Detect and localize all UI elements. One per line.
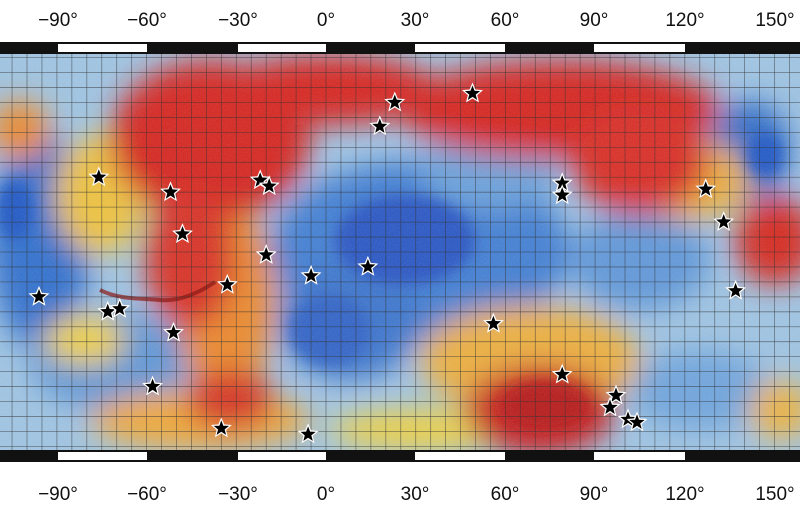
star-icon (91, 169, 107, 184)
star-icon (165, 324, 182, 340)
star-icon (258, 247, 274, 262)
top-label-lon-0: 0° (317, 10, 335, 31)
top-label-lon-minus-60: −60° (127, 10, 167, 31)
top-label-lon-150: 150° (755, 10, 794, 31)
star-icon (554, 366, 570, 382)
star-icon (464, 85, 481, 100)
top-label-lon-60: 60° (491, 10, 520, 31)
top-scale-bar (0, 42, 800, 54)
star-icon (387, 94, 403, 109)
star-icon (213, 420, 229, 435)
bottom-label-lon-30: 30° (401, 484, 430, 505)
star-icon (485, 315, 501, 331)
star-icon (261, 178, 277, 193)
bottom-label-lon-150: 150° (755, 484, 794, 505)
star-icon (629, 414, 645, 429)
bottom-label-lon-120: 120° (665, 484, 704, 505)
top-label-lon-90: 90° (580, 10, 609, 31)
star-icon (162, 184, 179, 199)
bottom-scale-bar (0, 450, 800, 462)
star-icon (300, 426, 316, 441)
bottom-label-lon-minus-30: −30° (218, 484, 258, 505)
bottom-longitude-labels: −90° −60° −30° 0° 30° 60° 90° 120° 150° (38, 484, 795, 505)
star-icon (716, 214, 732, 229)
star-icon (100, 303, 116, 319)
top-label-lon-minus-30: −30° (218, 10, 258, 31)
bottom-label-lon-60: 60° (491, 484, 520, 505)
top-label-lon-minus-90: −90° (38, 10, 78, 31)
star-icon (372, 118, 388, 133)
star-icon (602, 399, 618, 414)
star-icon (31, 288, 47, 304)
star-icon (145, 378, 161, 393)
star-icon (112, 300, 128, 316)
top-longitude-labels: −90° −60° −30° 0° 30° 60° 90° 120° 150° (38, 10, 795, 31)
star-icon (174, 226, 191, 241)
star-icon (608, 387, 624, 402)
site-markers (28, 82, 747, 444)
bottom-label-lon-minus-90: −90° (38, 484, 78, 505)
bottom-label-lon-minus-60: −60° (127, 484, 167, 505)
coordinate-grid (0, 54, 800, 450)
bottom-label-lon-0: 0° (317, 484, 335, 505)
star-icon (554, 187, 570, 202)
star-icon (219, 276, 235, 292)
top-label-lon-120: 120° (665, 10, 704, 31)
star-icon (698, 181, 714, 196)
elevation-map-area (0, 54, 800, 450)
top-label-lon-30: 30° (401, 10, 430, 31)
star-icon (252, 172, 268, 187)
star-icon (303, 267, 319, 283)
star-icon (728, 282, 744, 298)
star-icon (360, 258, 376, 274)
star-icon (620, 411, 636, 426)
star-icon (554, 175, 570, 190)
bottom-label-lon-90: 90° (580, 484, 609, 505)
